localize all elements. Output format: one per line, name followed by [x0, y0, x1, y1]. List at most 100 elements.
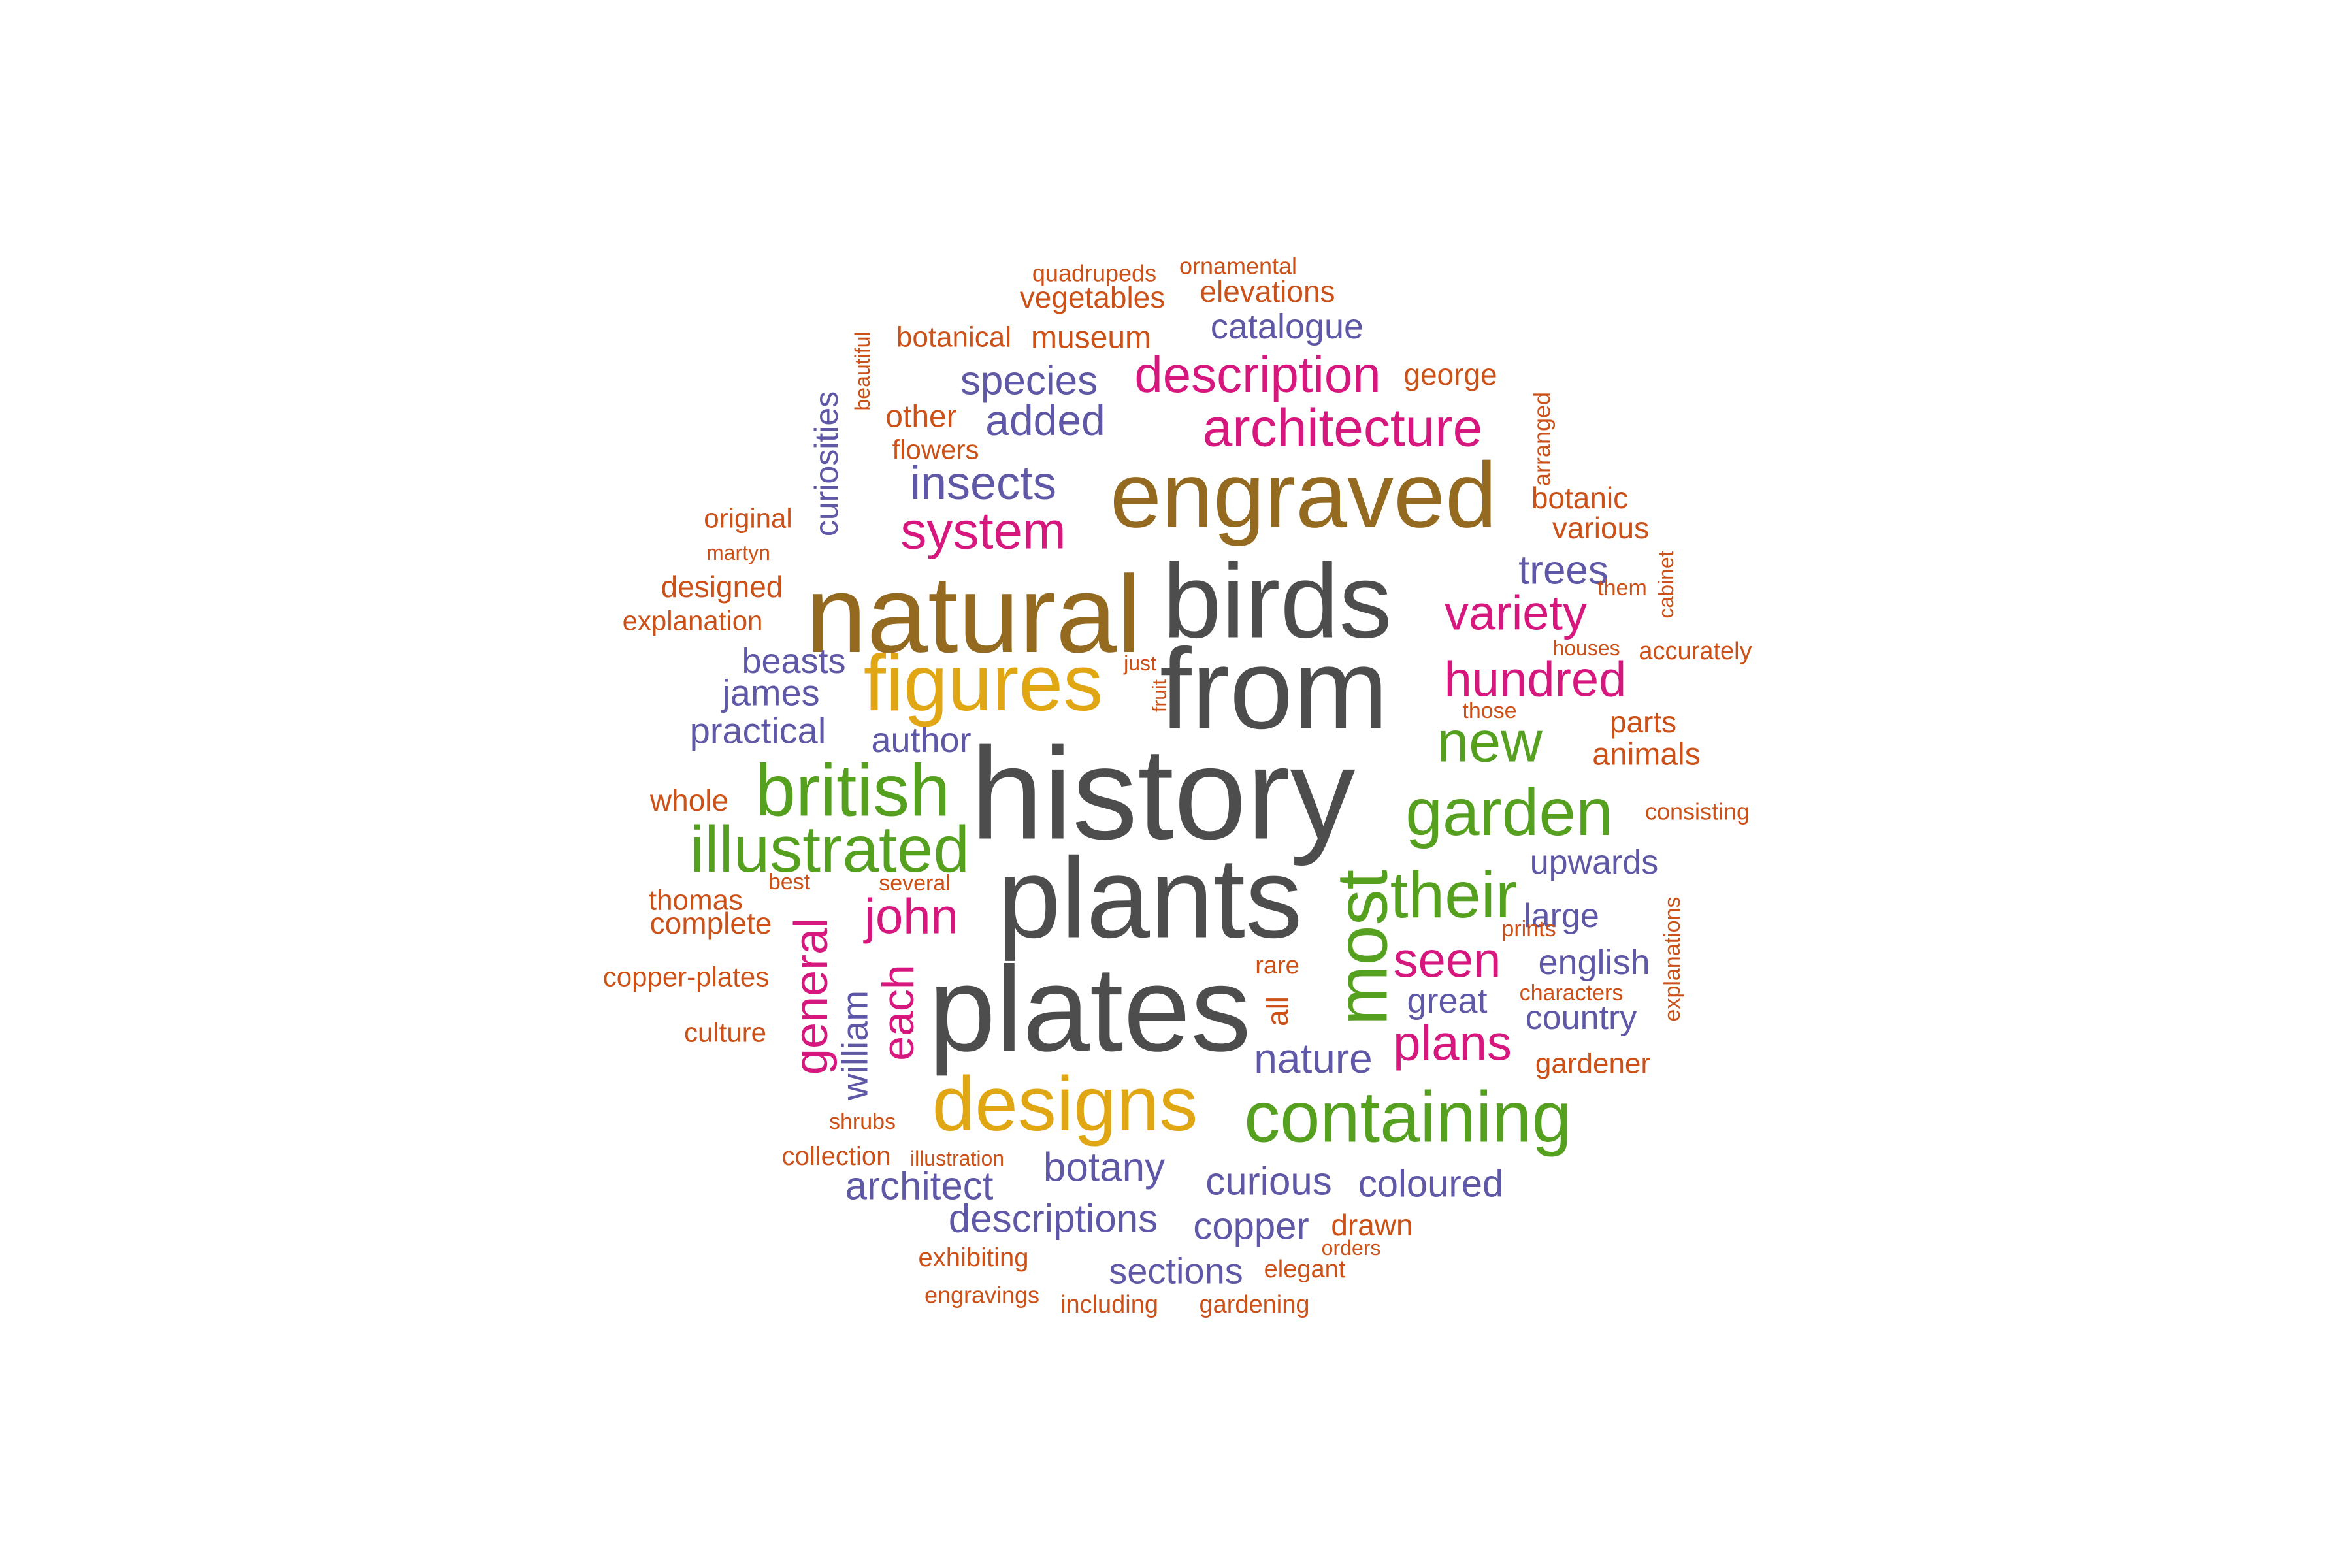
word-author: author	[871, 721, 971, 760]
word-great: great	[1407, 981, 1487, 1021]
word-explanation: explanation	[623, 606, 763, 636]
word-just: just	[1123, 651, 1156, 675]
word-curious: curious	[1205, 1160, 1331, 1203]
word-vegetables: vegetables	[1020, 280, 1166, 314]
word-seen: seen	[1394, 933, 1501, 988]
word-cabinet: cabinet	[1654, 551, 1678, 618]
word-natural: natural	[806, 553, 1141, 676]
word-animals: animals	[1592, 738, 1700, 772]
word-designed: designed	[661, 570, 783, 604]
word-variety: variety	[1445, 586, 1587, 640]
word-houses: houses	[1552, 636, 1620, 660]
word-large: large	[1524, 897, 1599, 935]
word-beautiful: beautiful	[851, 332, 874, 411]
word-arranged: arranged	[1529, 392, 1556, 486]
word-curiosities: curiosities	[808, 391, 845, 536]
word-other: other	[885, 400, 956, 434]
word-culture: culture	[684, 1017, 766, 1048]
word-system: system	[900, 502, 1066, 560]
word-catalogue: catalogue	[1211, 307, 1364, 346]
word-museum: museum	[1031, 321, 1151, 355]
word-botanic: botanic	[1531, 481, 1628, 515]
word-elegant: elegant	[1264, 1256, 1346, 1283]
word-descriptions: descriptions	[949, 1197, 1158, 1241]
word-engravings: engravings	[924, 1282, 1039, 1309]
word-fruit: fruit	[1149, 679, 1171, 712]
word-plates: plates	[928, 942, 1251, 1077]
word-nature: nature	[1254, 1035, 1372, 1082]
word-new: new	[1437, 710, 1543, 774]
word-description: description	[1134, 346, 1380, 403]
word-original: original	[704, 503, 792, 534]
word-william: william	[834, 990, 875, 1101]
word-plants: plants	[998, 835, 1303, 962]
word-each: each	[874, 964, 923, 1060]
word-practical: practical	[690, 710, 826, 751]
word-john: john	[863, 889, 958, 945]
word-birds: birds	[1162, 542, 1392, 661]
word-rare: rare	[1255, 952, 1299, 979]
word-accurately: accurately	[1639, 638, 1752, 665]
word-british: british	[755, 750, 951, 832]
word-them: them	[1597, 576, 1647, 600]
word-thomas: thomas	[649, 885, 743, 917]
word-several: several	[879, 871, 951, 896]
word-explanations: explanations	[1660, 897, 1685, 1022]
word-prints: prints	[1501, 917, 1556, 941]
word-parts: parts	[1610, 705, 1676, 739]
word-coloured: coloured	[1358, 1163, 1503, 1205]
word-most: most	[1322, 870, 1403, 1025]
word-plans: plans	[1393, 1016, 1512, 1071]
word-added: added	[985, 396, 1105, 444]
word-various: various	[1552, 511, 1649, 545]
word-trees: trees	[1518, 548, 1609, 593]
word-beasts: beasts	[742, 642, 845, 681]
word-insects: insects	[910, 457, 1056, 510]
word-country: country	[1526, 999, 1637, 1037]
word-sections: sections	[1109, 1250, 1243, 1292]
word-george: george	[1403, 357, 1497, 391]
word-upwards: upwards	[1530, 843, 1659, 881]
word-architecture: architecture	[1203, 399, 1482, 458]
word-drawn: drawn	[1331, 1208, 1413, 1242]
word-martyn: martyn	[706, 541, 770, 564]
word-designs: designs	[932, 1061, 1198, 1147]
word-including: including	[1060, 1291, 1158, 1318]
word-copper-plates: copper-plates	[603, 962, 769, 992]
word-gardening: gardening	[1199, 1291, 1309, 1318]
word-orders: orders	[1322, 1236, 1381, 1260]
word-exhibiting: exhibiting	[918, 1243, 1028, 1272]
word-all: all	[1260, 996, 1294, 1026]
word-consisting: consisting	[1645, 798, 1750, 825]
word-illustration: illustration	[910, 1147, 1004, 1170]
word-whole: whole	[649, 783, 728, 817]
word-elevations: elevations	[1200, 274, 1335, 308]
word-gardener: gardener	[1535, 1048, 1650, 1080]
word-garden: garden	[1405, 775, 1613, 849]
word-illustrated: illustrated	[690, 813, 970, 886]
word-history: history	[970, 721, 1355, 867]
word-from: from	[1160, 626, 1388, 753]
word-their: their	[1390, 858, 1518, 932]
word-copper: copper	[1193, 1205, 1309, 1248]
word-those: those	[1462, 698, 1516, 723]
word-botany: botany	[1043, 1145, 1165, 1190]
word-architect: architect	[845, 1164, 994, 1208]
word-general: general	[785, 918, 838, 1075]
word-quadrupeds: quadrupeds	[1032, 260, 1156, 287]
word-flowers: flowers	[892, 434, 979, 465]
word-ornamental: ornamental	[1179, 253, 1297, 280]
word-characters: characters	[1520, 981, 1624, 1005]
word-shrubs: shrubs	[829, 1109, 896, 1134]
word-james: james	[721, 672, 819, 713]
word-complete: complete	[650, 906, 772, 940]
word-english: english	[1538, 943, 1650, 982]
word-figures: figures	[864, 638, 1103, 727]
word-botanical: botanical	[896, 321, 1011, 353]
word-containing: containing	[1244, 1077, 1572, 1158]
word-collection: collection	[782, 1142, 891, 1171]
word-best: best	[768, 870, 811, 894]
word-species: species	[960, 359, 1098, 404]
word-engraved: engraved	[1110, 444, 1497, 547]
